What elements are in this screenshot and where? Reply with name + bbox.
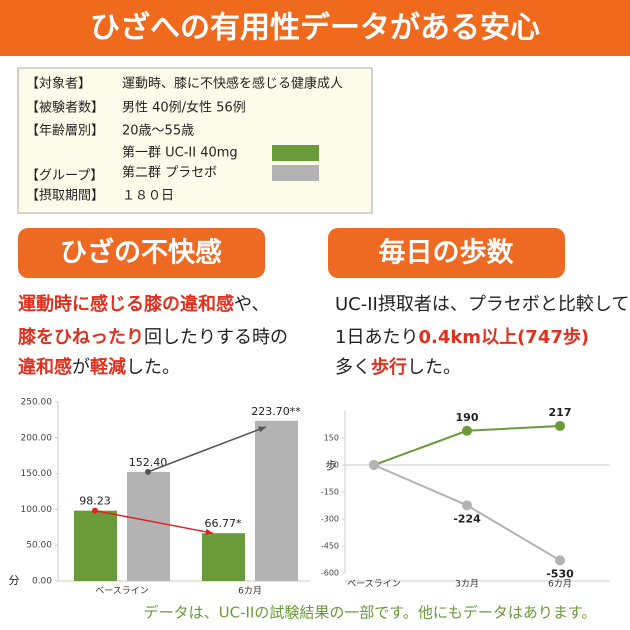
legend-label: 第二群 プラセボ [122, 166, 217, 181]
point [462, 425, 472, 436]
value-label: 152.40 [129, 456, 168, 469]
arrow-start [92, 507, 98, 514]
info-label: 【摂取期間】 [26, 188, 104, 204]
section-heading-box [18, 228, 265, 278]
section-heading: ひざの不快感 [60, 237, 222, 269]
info-value: １８０日 [122, 189, 174, 204]
bar [202, 533, 245, 581]
info-box [17, 67, 373, 214]
text-segment: 1日あたり [335, 327, 418, 348]
value-label: 190 [456, 411, 479, 424]
text-segment: した。 [407, 357, 461, 378]
value-label: 223.70** [251, 405, 301, 418]
text-segment: UC-II摂取者は、プラセボと比較して [335, 294, 629, 315]
point [555, 555, 565, 566]
description-line: 違和感が軽減した。 [18, 356, 180, 378]
y-tick-label: 250.00 [21, 398, 53, 408]
arrow-head [258, 426, 266, 433]
text-segment: 軽減 [90, 356, 126, 378]
bar [127, 471, 170, 581]
y-tick-label: 0 [334, 461, 339, 470]
arrow-start [145, 468, 151, 475]
legend-swatch [272, 145, 319, 161]
value-label: 98.23 [79, 495, 111, 508]
legend-label: 第一群 UC-II 40mg [122, 146, 238, 161]
text-segment: や、 [234, 294, 269, 315]
y-tick-label: 150.00 [21, 469, 53, 479]
header-band [0, 0, 630, 56]
info-label: 【年齢層別】 [26, 124, 104, 139]
description-line: 1日あたり0.4km以上(747歩) [335, 327, 589, 348]
footer-note: データは、UC-IIの試験結果の一部です。他にもデータはあります。 [144, 604, 597, 622]
description-line: 膝をひねったり回したりする時の [18, 326, 288, 348]
text-segment: 回したりする時の [144, 327, 288, 348]
text-segment: 違和感 [18, 356, 72, 378]
header-title: ひざへの有用性データがある安心 [90, 11, 540, 46]
y-tick-label: 200.00 [21, 433, 53, 443]
text-segment: 0.4km以上(747歩) [418, 327, 589, 348]
text-segment: 運動時に感じる膝の違和感 [18, 293, 234, 315]
y-tick-label: 100.00 [21, 505, 53, 515]
x-tick-label: 3カ月 [455, 579, 479, 590]
description-line: 多く歩行した。 [335, 356, 461, 378]
description-line: 運動時に感じる膝の違和感や、 [18, 293, 269, 315]
trend-arrow [147, 426, 267, 473]
info-value: 男性 40例/女性 56例 [122, 100, 246, 116]
y-tick-label: -150 [321, 488, 339, 497]
y-axis-label: 分 [9, 574, 20, 587]
value-label: -224 [453, 512, 481, 525]
text-segment: が [72, 357, 90, 378]
info-value: 20歳～55歳 [122, 124, 194, 139]
y-axis-label: 歩 [326, 458, 337, 472]
x-tick-label: 6カ月 [548, 579, 572, 590]
value-label: 217 [549, 406, 572, 419]
text-segment: 歩行 [371, 356, 407, 378]
value-label: 66.77* [205, 517, 242, 530]
point [369, 460, 379, 470]
y-tick-label: 150 [324, 434, 339, 443]
y-tick-label: -300 [321, 515, 339, 524]
point [555, 420, 565, 431]
trend-arrow [94, 509, 214, 534]
description-line: UC-II摂取者は、プラセボと比較して [335, 294, 629, 315]
info-label: 【被験者数】 [26, 101, 104, 116]
bar [255, 420, 298, 581]
x-tick-label: ベースライン [347, 579, 401, 590]
section-heading-box [328, 228, 565, 278]
info-label: 【対象者】 [26, 77, 91, 92]
y-tick-label: -600 [321, 569, 339, 578]
text-segment: 多く [335, 357, 371, 378]
x-tick-label: 6カ月 [238, 586, 262, 597]
legend-swatch [272, 165, 319, 181]
value-label: -530 [546, 567, 574, 580]
arrow-head [205, 528, 213, 535]
text-segment: 膝をひねったり [18, 326, 144, 348]
info-value: 運動時、膝に不快感を感じる健康成人 [122, 76, 343, 92]
x-tick-label: ベースライン [95, 586, 149, 597]
bar [74, 510, 117, 581]
y-tick-label: 0.00 [32, 577, 52, 587]
point [462, 500, 472, 511]
y-tick-label: 50.00 [26, 541, 52, 551]
info-label: 【グループ】 [26, 169, 103, 184]
y-tick-label: -450 [321, 542, 339, 551]
section-heading: 毎日の歩数 [379, 238, 515, 269]
text-segment: した。 [126, 357, 180, 378]
